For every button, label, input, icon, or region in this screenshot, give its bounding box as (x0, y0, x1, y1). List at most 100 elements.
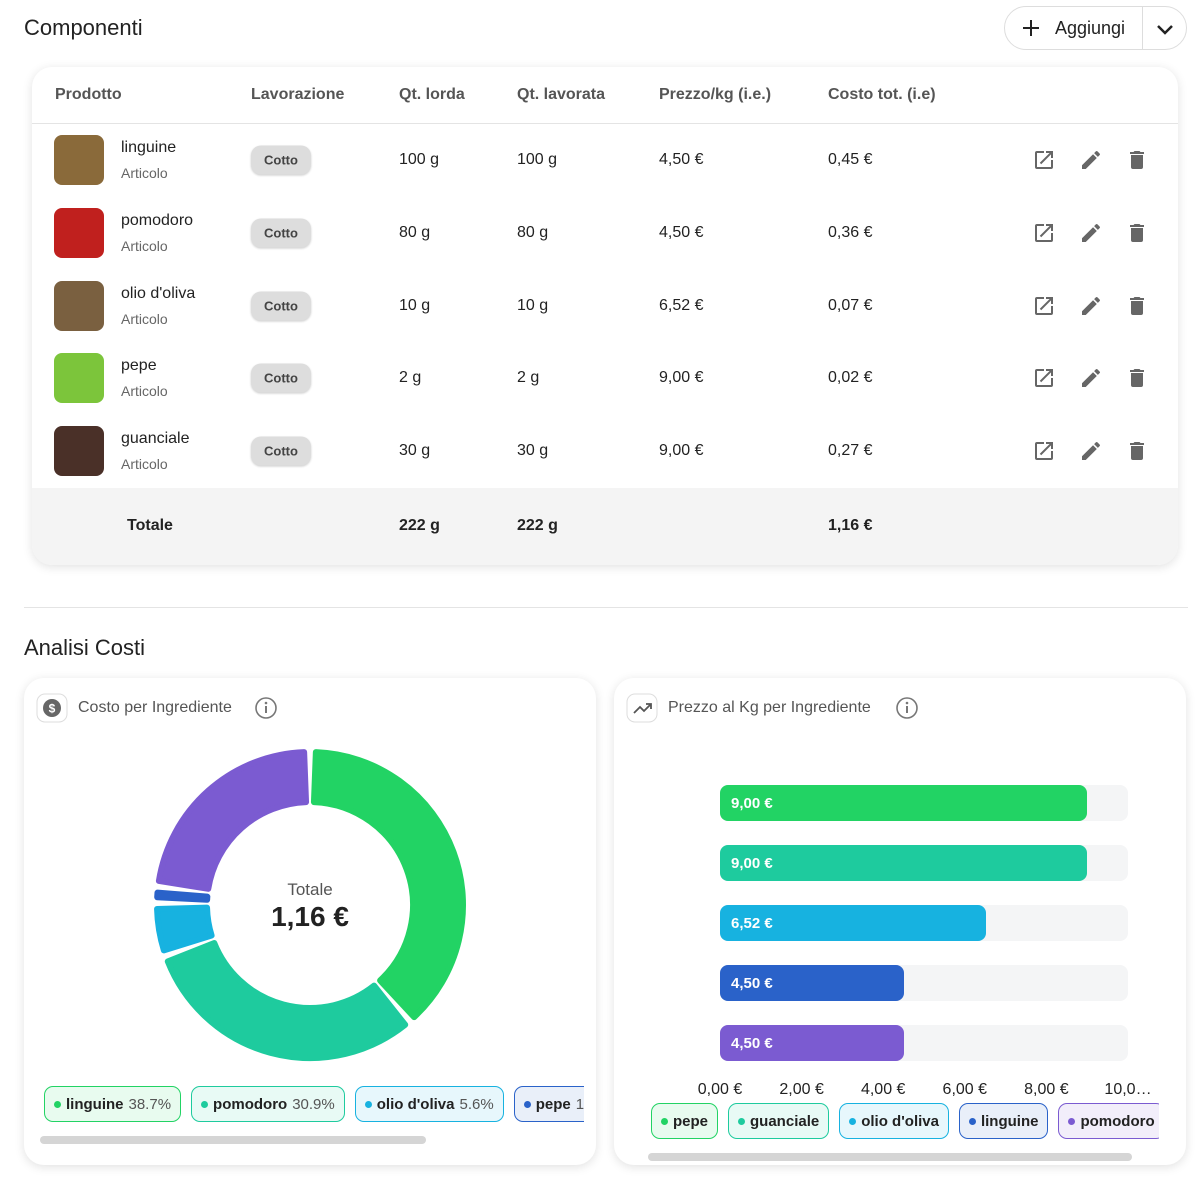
bar (720, 905, 987, 941)
open-icon[interactable] (1032, 366, 1056, 390)
open-icon[interactable] (1032, 439, 1056, 463)
plus-icon (1023, 20, 1039, 36)
product-type: Articolo (121, 237, 168, 254)
legend-label: linguine (980, 1112, 1039, 1130)
delete-icon[interactable] (1125, 439, 1149, 463)
edit-icon[interactable] (1079, 294, 1103, 318)
process-chip: Cotto (251, 218, 311, 248)
legend-dot (364, 1100, 372, 1108)
legend-item[interactable]: olio d'oliva 5.6% (354, 1086, 504, 1122)
legend-dot (968, 1117, 976, 1125)
table-cell: 0,27 € (828, 442, 873, 460)
edit-icon-shape (1082, 296, 1100, 315)
process-chip: Cotto (251, 363, 311, 393)
legend-dot (849, 1117, 857, 1125)
legend: linguine 38.7% pomodoro 30.9% olio d'oliva 5.… (44, 1086, 584, 1124)
open-icon[interactable] (1032, 148, 1056, 172)
open-icon-shape (1035, 151, 1053, 169)
open-icon-shape (1035, 369, 1053, 388)
total-row (32, 488, 1178, 565)
legend-label: olio d'oliva (861, 1112, 939, 1130)
chart-title: Costo per Ingrediente (78, 699, 232, 716)
legend-item[interactable]: pomodoro (1058, 1103, 1159, 1139)
table-cell: 10 g (517, 296, 549, 314)
product-type: Articolo (121, 310, 168, 327)
open-icon-shape (1035, 296, 1053, 315)
svg-text:$: $ (49, 702, 56, 716)
legend-item[interactable]: linguine (958, 1103, 1049, 1139)
button-divider (1142, 7, 1143, 49)
legend-label: olio d'oliva (376, 1095, 455, 1113)
legend-percent: 1.7% (575, 1095, 584, 1113)
total-cell: 222 g (517, 517, 558, 534)
legend-percent: 30.9% (292, 1095, 335, 1113)
total-cell: 222 g (399, 517, 440, 534)
thumbnail (54, 135, 104, 185)
x-tick-label: 8,00 € (1024, 1081, 1069, 1098)
cost-card: $ Costo per Ingrediente (24, 678, 596, 1165)
add-button[interactable]: Aggiungi (1004, 6, 1187, 50)
edit-icon[interactable] (1079, 148, 1103, 172)
delete-icon-shape (1130, 223, 1144, 242)
x-tick-label: 10,0… (1104, 1081, 1152, 1098)
table-cell: 0,02 € (828, 369, 873, 387)
bar-label: 9,00 € (731, 855, 773, 872)
product-name: pepe (121, 357, 157, 375)
table-cell: 0,07 € (828, 296, 873, 314)
legend-item[interactable]: pepe (651, 1103, 719, 1139)
table-cell: 9,00 € (659, 442, 704, 460)
edit-icon-shape (1082, 150, 1100, 169)
x-tick-label: 2,00 € (779, 1081, 824, 1098)
legend-dot (201, 1100, 209, 1108)
bar (720, 1025, 904, 1061)
column-header: Prodotto (55, 86, 122, 103)
legend-percent: 5.6% (459, 1095, 494, 1113)
table-cell: 10 g (399, 296, 431, 314)
delete-icon[interactable] (1125, 221, 1149, 245)
product-name: pomodoro (121, 211, 194, 229)
edit-icon[interactable] (1079, 439, 1103, 463)
thumbnail (54, 353, 104, 404)
table-cell: 0,36 € (828, 223, 873, 241)
legend-label: pomodoro (1080, 1112, 1155, 1130)
product-name: linguine (121, 139, 177, 156)
info-icon[interactable] (895, 696, 919, 720)
legend-item[interactable]: pomodoro 30.9% (191, 1086, 345, 1122)
dollar-icon: $ (36, 693, 68, 723)
edit-icon-shape (1082, 223, 1100, 242)
open-icon[interactable] (1032, 294, 1056, 318)
delete-icon[interactable] (1125, 294, 1149, 318)
edit-icon-shape (1082, 442, 1100, 461)
open-icon[interactable] (1032, 221, 1056, 245)
info-icon[interactable] (254, 696, 278, 720)
legend-item[interactable]: linguine 38.7% (44, 1086, 182, 1122)
table-cell: 9,00 € (659, 369, 704, 387)
legend-dot (523, 1100, 531, 1108)
chevron-icon[interactable] (1155, 19, 1175, 39)
delete-icon-shape (1130, 151, 1144, 169)
scrollbar[interactable] (648, 1153, 1132, 1161)
legend-item[interactable]: guanciale (728, 1103, 830, 1139)
table-cell: 80 g (399, 223, 431, 241)
x-tick-label: 4,00 € (860, 1081, 906, 1098)
column-header: Qt. lorda (399, 86, 465, 103)
process-chip: Cotto (251, 436, 311, 466)
section-title: Analisi Costi (24, 635, 146, 660)
bar-label: 4,50 € (731, 975, 773, 992)
delete-icon[interactable] (1125, 148, 1149, 172)
thumbnail (54, 426, 104, 477)
delete-icon-shape (1130, 369, 1144, 388)
delete-icon[interactable] (1125, 366, 1149, 390)
legend-item[interactable]: pepe 1.7% (513, 1086, 584, 1122)
table-cell: 0,45 € (828, 151, 873, 168)
edit-icon[interactable] (1079, 366, 1103, 390)
product-name: guanciale (121, 430, 190, 448)
edit-icon[interactable] (1079, 221, 1103, 245)
legend-label: guanciale (750, 1112, 820, 1130)
table-cell: 4,50 € (659, 151, 704, 168)
scrollbar[interactable] (40, 1136, 426, 1144)
legend: pepe guanciale olio d'oliva linguine pomodor… (651, 1103, 1159, 1141)
legend-label: pepe (673, 1112, 709, 1130)
legend-item[interactable]: olio d'oliva (839, 1103, 949, 1139)
